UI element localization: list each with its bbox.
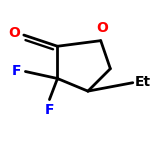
Text: O: O bbox=[96, 21, 108, 35]
Text: F: F bbox=[45, 103, 54, 117]
Text: F: F bbox=[12, 64, 21, 78]
Text: O: O bbox=[8, 26, 20, 40]
Text: Et: Et bbox=[134, 75, 150, 89]
